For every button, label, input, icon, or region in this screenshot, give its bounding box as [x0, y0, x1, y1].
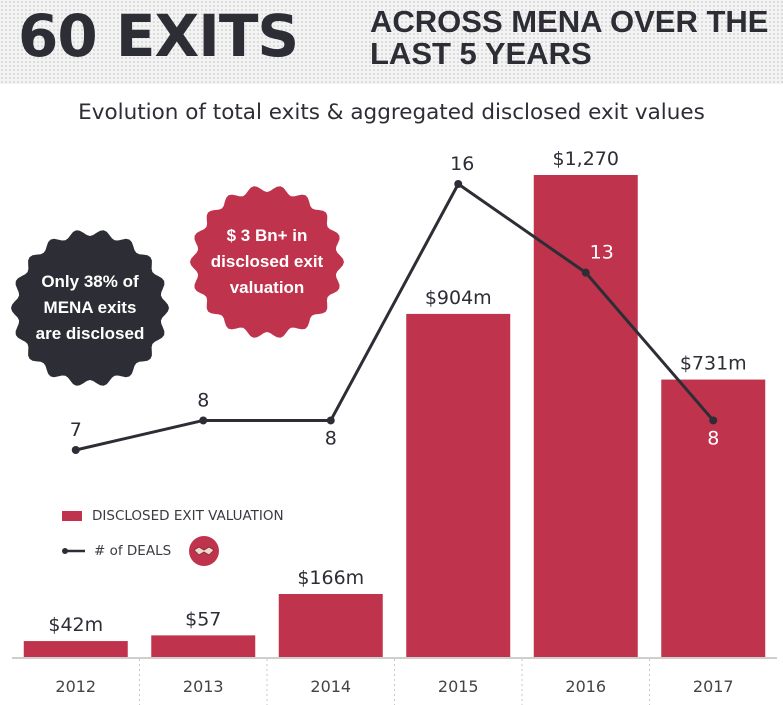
- disclosed-share-badge: Only 38% of MENA exits are disclosed: [10, 228, 170, 388]
- badge-dark-line-1: Only 38% of: [41, 272, 139, 291]
- red-seal-shape: [190, 186, 344, 338]
- subtitle-line-2: LAST 5 YEARS: [370, 36, 592, 71]
- bar-2017: [661, 379, 766, 657]
- bar-2014: [278, 593, 383, 657]
- legend-line-entry: # of DEALS: [62, 536, 220, 566]
- page-title: 60 EXITS: [18, 2, 299, 70]
- x-tick-label-2014: 2014: [310, 677, 351, 696]
- legend-bar-swatch: [62, 511, 82, 521]
- bar-value-label-2014: $166m: [297, 567, 364, 589]
- legend-line-swatch: [62, 548, 85, 554]
- bar-2012: [23, 641, 128, 657]
- disclosed-share-badge-text: Only 38% of MENA exits are disclosed: [10, 228, 170, 388]
- total-value-badge-text: $ 3 Bn+ in disclosed exit valuation: [184, 184, 350, 340]
- badge-red-line-3: valuation: [229, 278, 305, 297]
- bar-2015: [406, 313, 511, 657]
- badge-red-line-2: disclosed exit: [210, 252, 324, 271]
- badge-dark-line-3: are disclosed: [35, 324, 145, 343]
- bar-value-label-2013: $57: [185, 608, 221, 630]
- deals-point-2012: [71, 446, 80, 454]
- bar-value-label-2015: $904m: [425, 287, 492, 309]
- legend-bar-label: DISCLOSED EXIT VALUATION: [92, 508, 284, 524]
- deals-value-label-2017: 8: [707, 427, 719, 449]
- x-tick-label-2016: 2016: [565, 677, 606, 696]
- deals-point-2016: [581, 268, 590, 277]
- deals-point-2014: [326, 416, 335, 425]
- x-tick-label-2015: 2015: [438, 677, 479, 696]
- page-subtitle: ACROSS MENA OVER THE LAST 5 YEARS: [370, 6, 780, 70]
- bar-2013: [151, 635, 256, 657]
- bar-2016: [533, 175, 638, 657]
- bar-value-label-2016: $1,270: [553, 148, 619, 170]
- handshake-icon: [189, 536, 220, 566]
- deals-value-label-2015: 16: [450, 153, 474, 175]
- handshake-glyph: [193, 546, 215, 556]
- deals-value-label-2013: 8: [197, 389, 209, 411]
- total-value-badge: $ 3 Bn+ in disclosed exit valuation: [184, 184, 350, 340]
- deals-line: [75, 182, 715, 452]
- subtitle-line-1: ACROSS MENA OVER THE: [370, 4, 769, 39]
- deals-point-2015: [454, 180, 463, 188]
- chart-title: Evolution of total exits & aggregated di…: [78, 100, 705, 125]
- legend-line-label: # of DEALS: [94, 543, 172, 559]
- bar-value-label-2012: $42m: [48, 614, 103, 636]
- x-tick-label-2017: 2017: [693, 677, 734, 696]
- header-band: [0, 0, 783, 84]
- bar-value-label-2017: $731m: [680, 353, 747, 375]
- deals-point-2017: [709, 416, 718, 425]
- x-tick-label-2013: 2013: [183, 677, 224, 696]
- badge-dark-line-2: MENA exits: [43, 298, 137, 317]
- badge-red-line-1: $ 3 Bn+ in: [226, 226, 308, 245]
- x-tick-label-2012: 2012: [55, 677, 96, 696]
- legend-bar-entry: DISCLOSED EXIT VALUATION: [62, 508, 284, 524]
- deals-value-label-2012: 7: [70, 419, 82, 441]
- deals-value-label-2016: 13: [590, 242, 614, 264]
- dark-seal-shape: [11, 230, 169, 386]
- deals-value-label-2014: 8: [325, 427, 337, 449]
- deals-point-2013: [199, 416, 208, 425]
